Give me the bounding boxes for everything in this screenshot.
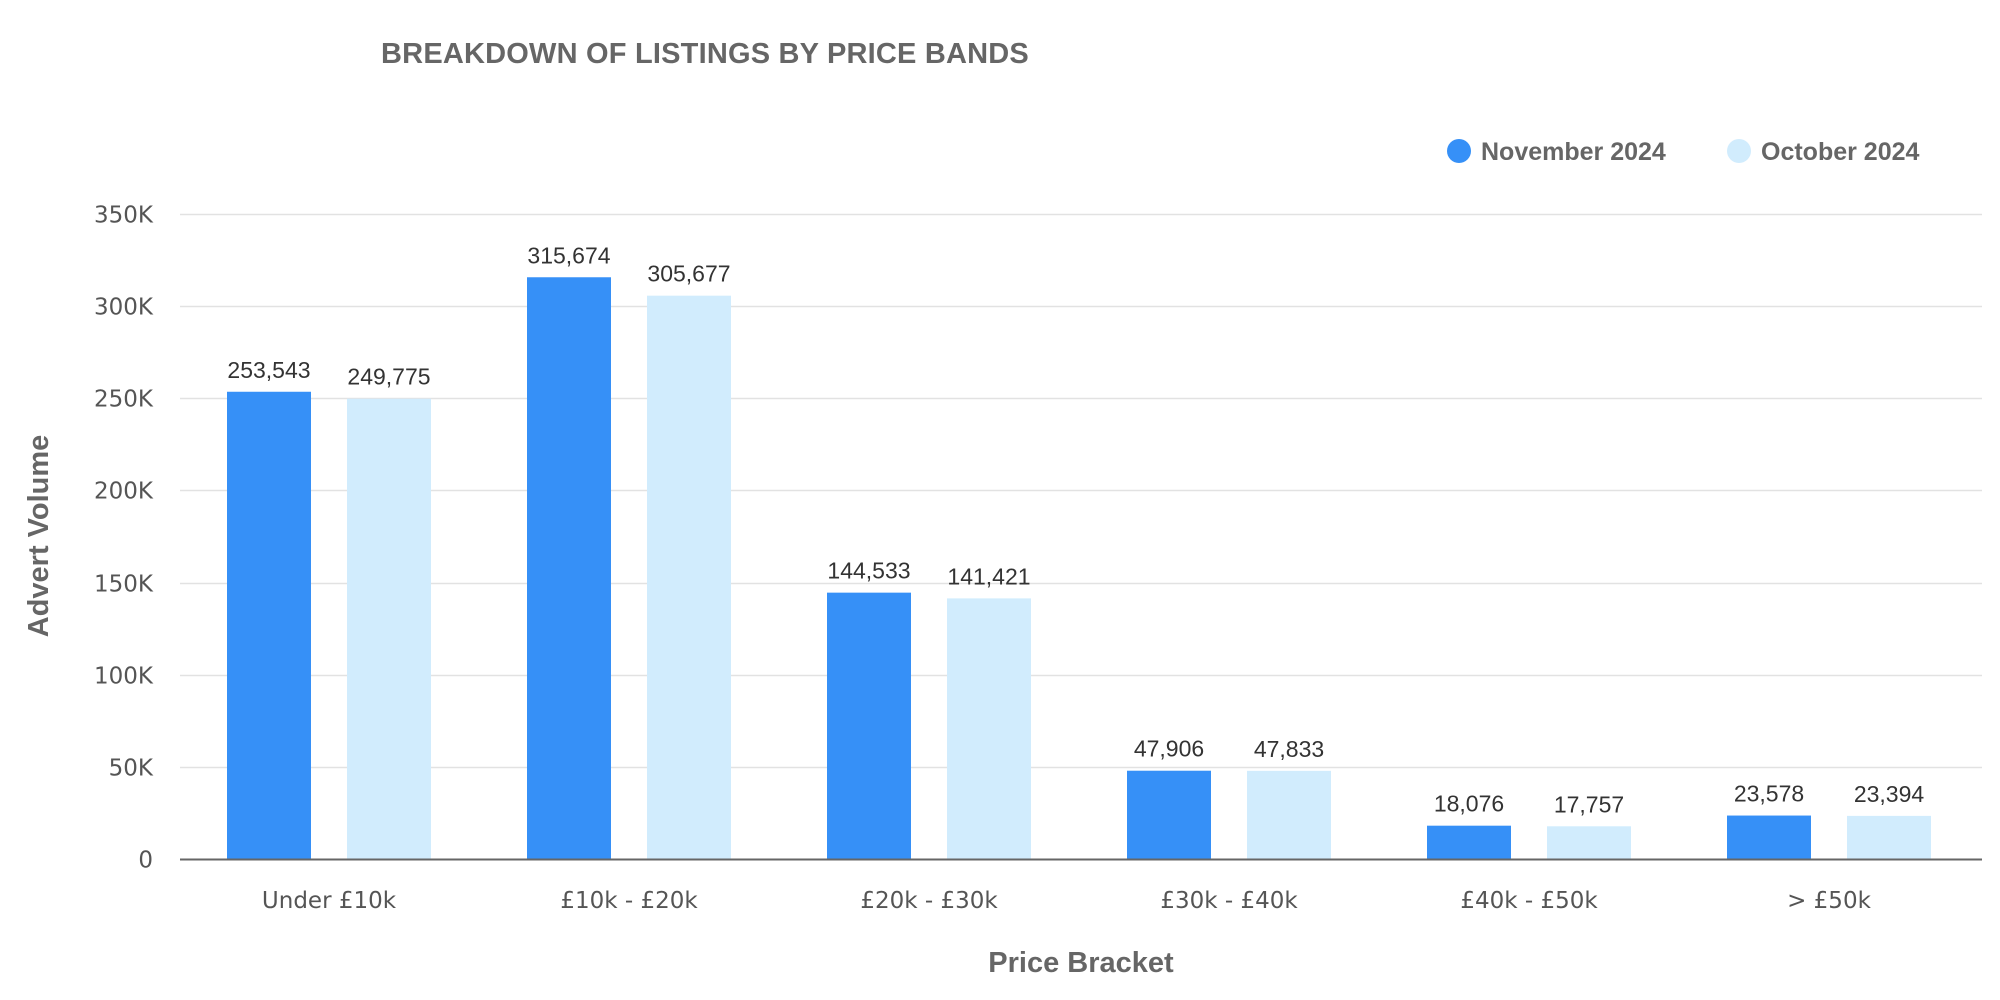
chart-title: BREAKDOWN OF LISTINGS BY PRICE BANDS [381,38,1029,70]
bar-november [1727,815,1811,859]
bar-november [1127,770,1211,859]
x-tick-label: Under £10k [262,888,397,914]
bar-november [1427,825,1511,859]
bar-october [1547,826,1631,859]
data-label: 315,674 [527,242,610,268]
y-tick-label: 250K [94,387,154,413]
data-label: 141,421 [947,563,1030,589]
data-label: 23,578 [1734,781,1804,807]
data-label: 18,076 [1434,791,1504,817]
y-tick-label: 150K [94,572,154,598]
data-label: 47,906 [1134,736,1204,762]
data-label: 305,677 [647,261,730,287]
y-axis-ticks: 0 50K 100K 150K 200K 250K 300K 350K [94,203,154,874]
legend: November 2024 October 2024 [1447,138,1920,166]
data-label: 253,543 [227,357,310,383]
y-tick-label: 200K [94,479,154,505]
legend-label: October 2024 [1761,138,1920,166]
x-axis-title: Price Bracket [988,947,1174,979]
legend-label: November 2024 [1481,138,1666,166]
bar-november [827,592,911,859]
data-labels: 253,543 249,775 315,674 305,677 144,533 141,4… [227,242,1924,817]
bar-october [347,398,431,859]
y-tick-label: 300K [94,295,154,321]
x-tick-label: £40k - £50k [1460,888,1598,914]
data-label: 23,394 [1854,781,1925,807]
x-tick-label: £20k - £30k [860,888,998,914]
data-label: 17,757 [1554,791,1624,817]
x-tick-label: > £50k [1787,888,1871,914]
x-tick-label: £30k - £40k [1160,888,1298,914]
data-label: 47,833 [1254,736,1324,762]
data-label: 144,533 [827,558,910,584]
y-axis-title: Advert Volume [23,435,55,638]
bar-october [1847,815,1931,859]
bar-november [527,277,611,859]
legend-swatch [1447,139,1471,163]
bar-october [647,295,731,859]
x-tick-label: £10k - £20k [560,888,698,914]
bar-october [1247,770,1331,859]
legend-swatch [1727,139,1751,163]
y-tick-label: 50K [109,756,154,782]
y-tick-label: 350K [94,203,154,229]
data-label: 249,775 [347,364,430,390]
bar-november [227,391,311,859]
y-tick-label: 100K [94,664,154,690]
x-axis-ticks: Under £10k £10k - £20k £20k - £30k £30k - £… [262,888,1872,914]
gridlines [180,213,1982,769]
y-tick-label: 0 [138,848,153,874]
bars [227,277,1931,859]
bar-october [947,598,1031,859]
